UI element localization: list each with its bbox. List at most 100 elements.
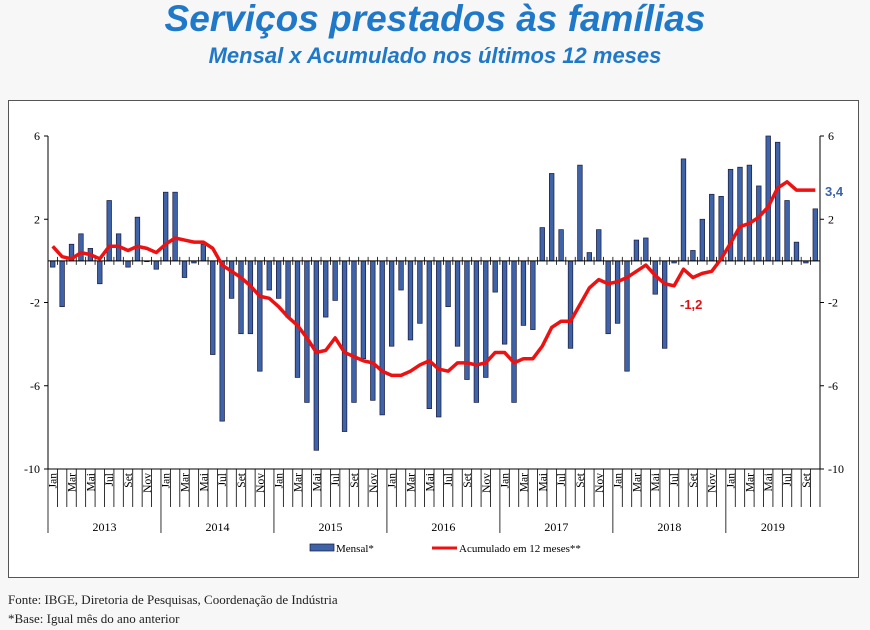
y-tick-label-right: -10 — [828, 462, 844, 476]
bar-mensal — [59, 260, 65, 308]
bar-mensal — [567, 260, 574, 349]
bar-mensal — [812, 208, 818, 262]
month-label: Mar — [292, 473, 304, 492]
bar-mensal — [746, 164, 753, 262]
bar-mensal — [219, 260, 225, 422]
bar-mensal — [379, 260, 385, 416]
bar-mensal — [313, 260, 319, 451]
month-label: Set — [123, 472, 135, 488]
bar-mensal — [163, 191, 169, 262]
month-label: Mai — [311, 473, 323, 492]
month-label: Mai — [85, 473, 97, 492]
annotation-min: -1,2 — [680, 297, 702, 312]
month-label: Jul — [330, 473, 342, 486]
bar-mensal — [737, 166, 743, 262]
bar-mensal — [304, 260, 310, 403]
y-tick-label-right: -6 — [828, 379, 838, 393]
month-label: Jul — [556, 473, 568, 486]
bar-mensal — [257, 260, 263, 372]
bar-mensal — [134, 216, 141, 262]
bar-mensal — [360, 260, 367, 360]
month-label: Set — [236, 472, 248, 488]
bar-mensal — [614, 260, 621, 324]
bar-mensal — [586, 252, 592, 262]
bar-mensal — [492, 260, 498, 293]
month-label: Jan — [726, 473, 738, 489]
month-label: Nov — [142, 473, 154, 493]
bar-mensal — [276, 260, 282, 299]
bar-mensal — [294, 260, 301, 378]
year-label: 2018 — [657, 520, 681, 534]
bar-mensal — [784, 200, 790, 262]
bar-mensal — [662, 260, 668, 349]
bar-mensal — [341, 260, 348, 432]
month-label: Jul — [104, 473, 116, 486]
month-label: Nov — [594, 473, 606, 493]
bar-mensal — [549, 173, 555, 262]
bar-mensal — [285, 260, 291, 318]
month-label: Mar — [405, 473, 417, 492]
chart-frame — [8, 100, 859, 578]
bar-mensal — [351, 260, 357, 403]
month-label: Jan — [500, 473, 512, 489]
bar-mensal — [125, 260, 131, 268]
year-label: 2013 — [92, 520, 116, 534]
month-label: Set — [688, 472, 700, 488]
line-acumulado — [51, 180, 816, 378]
bar-mensal — [633, 239, 640, 262]
bar-mensal — [445, 260, 451, 308]
source-note: Fonte: IBGE, Diretoria de Pesquisas, Coo… — [8, 592, 338, 607]
month-label: Mai — [650, 473, 662, 492]
y-tick-label-right: -2 — [828, 296, 838, 310]
month-label: Jul — [782, 473, 794, 486]
annotation-last: 3,4 — [825, 184, 844, 199]
y-tick-label-left: -10 — [24, 462, 40, 476]
month-label: Jul — [669, 473, 681, 486]
month-label: Jan — [613, 473, 625, 489]
month-label: Nov — [368, 473, 380, 493]
month-label: Jan — [48, 473, 60, 489]
y-tick-label-right: 2 — [828, 212, 834, 226]
month-label: Mai — [537, 473, 549, 492]
bar-mensal — [699, 218, 705, 262]
month-label: Mar — [180, 473, 192, 492]
month-label: Mar — [518, 473, 530, 492]
month-label: Mai — [763, 473, 775, 492]
bar-mensal — [793, 241, 800, 262]
bar-mensal — [247, 260, 254, 335]
bar-mensal — [266, 260, 272, 291]
bar-mensal — [323, 260, 329, 318]
y-tick-label-left: 2 — [34, 212, 40, 226]
bar-mensal — [228, 260, 235, 299]
bar-mensal — [172, 191, 178, 262]
legend-swatch-mensal — [309, 543, 335, 552]
month-label: Jul — [443, 473, 455, 486]
chart-title: Serviços prestados às famílias — [164, 0, 706, 39]
month-label: Nov — [255, 473, 267, 493]
month-label: Jan — [161, 473, 173, 489]
bar-mensal — [558, 229, 564, 262]
month-label: Mar — [744, 473, 756, 492]
chart-subtitle: Mensal x Acumulado nos últimos 12 meses — [208, 43, 662, 68]
bar-mensal — [436, 260, 442, 418]
bar-mensal — [530, 260, 536, 330]
bar-mensal — [106, 200, 112, 262]
year-label: 2014 — [205, 520, 229, 534]
month-label: Mai — [198, 473, 210, 492]
base-note: *Base: Igual mês do ano anterior — [8, 611, 180, 626]
y-tick-label-right: 6 — [828, 129, 834, 143]
year-label: 2015 — [318, 520, 342, 534]
month-label: Mar — [631, 473, 643, 492]
bar-mensal — [407, 260, 414, 341]
month-label: Set — [801, 472, 813, 488]
month-label: Jul — [217, 473, 229, 486]
month-label: Set — [575, 472, 587, 488]
bar-mensal — [511, 260, 517, 403]
bar-mensal — [577, 164, 583, 262]
bar-mensal — [370, 260, 376, 401]
y-tick-label-left: 6 — [34, 129, 40, 143]
bar-mensal — [417, 260, 423, 324]
bar-mensal — [200, 243, 206, 262]
bar-mensal — [643, 237, 649, 262]
